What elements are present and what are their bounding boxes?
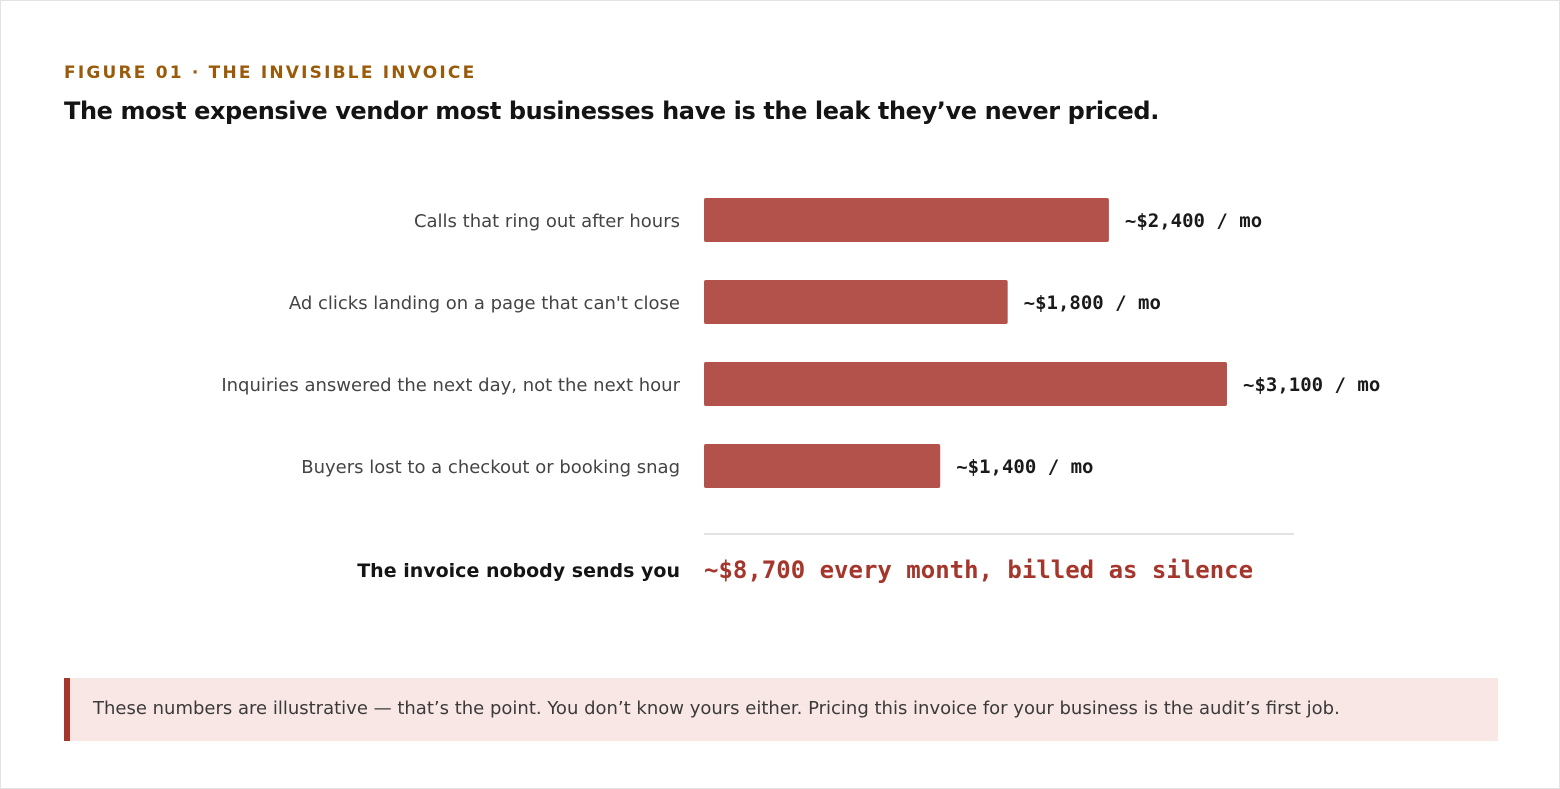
total-label: The invoice nobody sends you [357,560,680,582]
total-value: ~$8,700 every month, billed as silence [704,556,1253,584]
illustrative-note: These numbers are illustrative — that’s … [64,678,1498,741]
category-label: Buyers lost to a checkout or booking sna… [301,457,680,478]
figure-headline: The most expensive vendor most businesse… [64,97,1159,125]
value-label: ~$1,400 / mo [956,456,1093,478]
leak-bar-chart: Calls that ring out after hours ~$2,400 /… [221,198,1380,584]
bar [704,280,1008,324]
category-label: Inquiries answered the next day, not the… [221,375,680,396]
bar [704,362,1227,406]
category-label: Ad clicks landing on a page that can't c… [289,293,680,314]
value-label: ~$3,100 / mo [1243,374,1380,396]
illustrative-note-text: These numbers are illustrative — that’s … [93,698,1340,719]
category-label: Calls that ring out after hours [414,211,680,232]
value-label: ~$1,800 / mo [1024,292,1161,314]
figure-eyebrow: FIGURE 01 · THE INVISIBLE INVOICE [64,63,477,83]
value-label: ~$2,400 / mo [1125,210,1262,232]
bar [704,198,1109,242]
bar [704,444,941,488]
